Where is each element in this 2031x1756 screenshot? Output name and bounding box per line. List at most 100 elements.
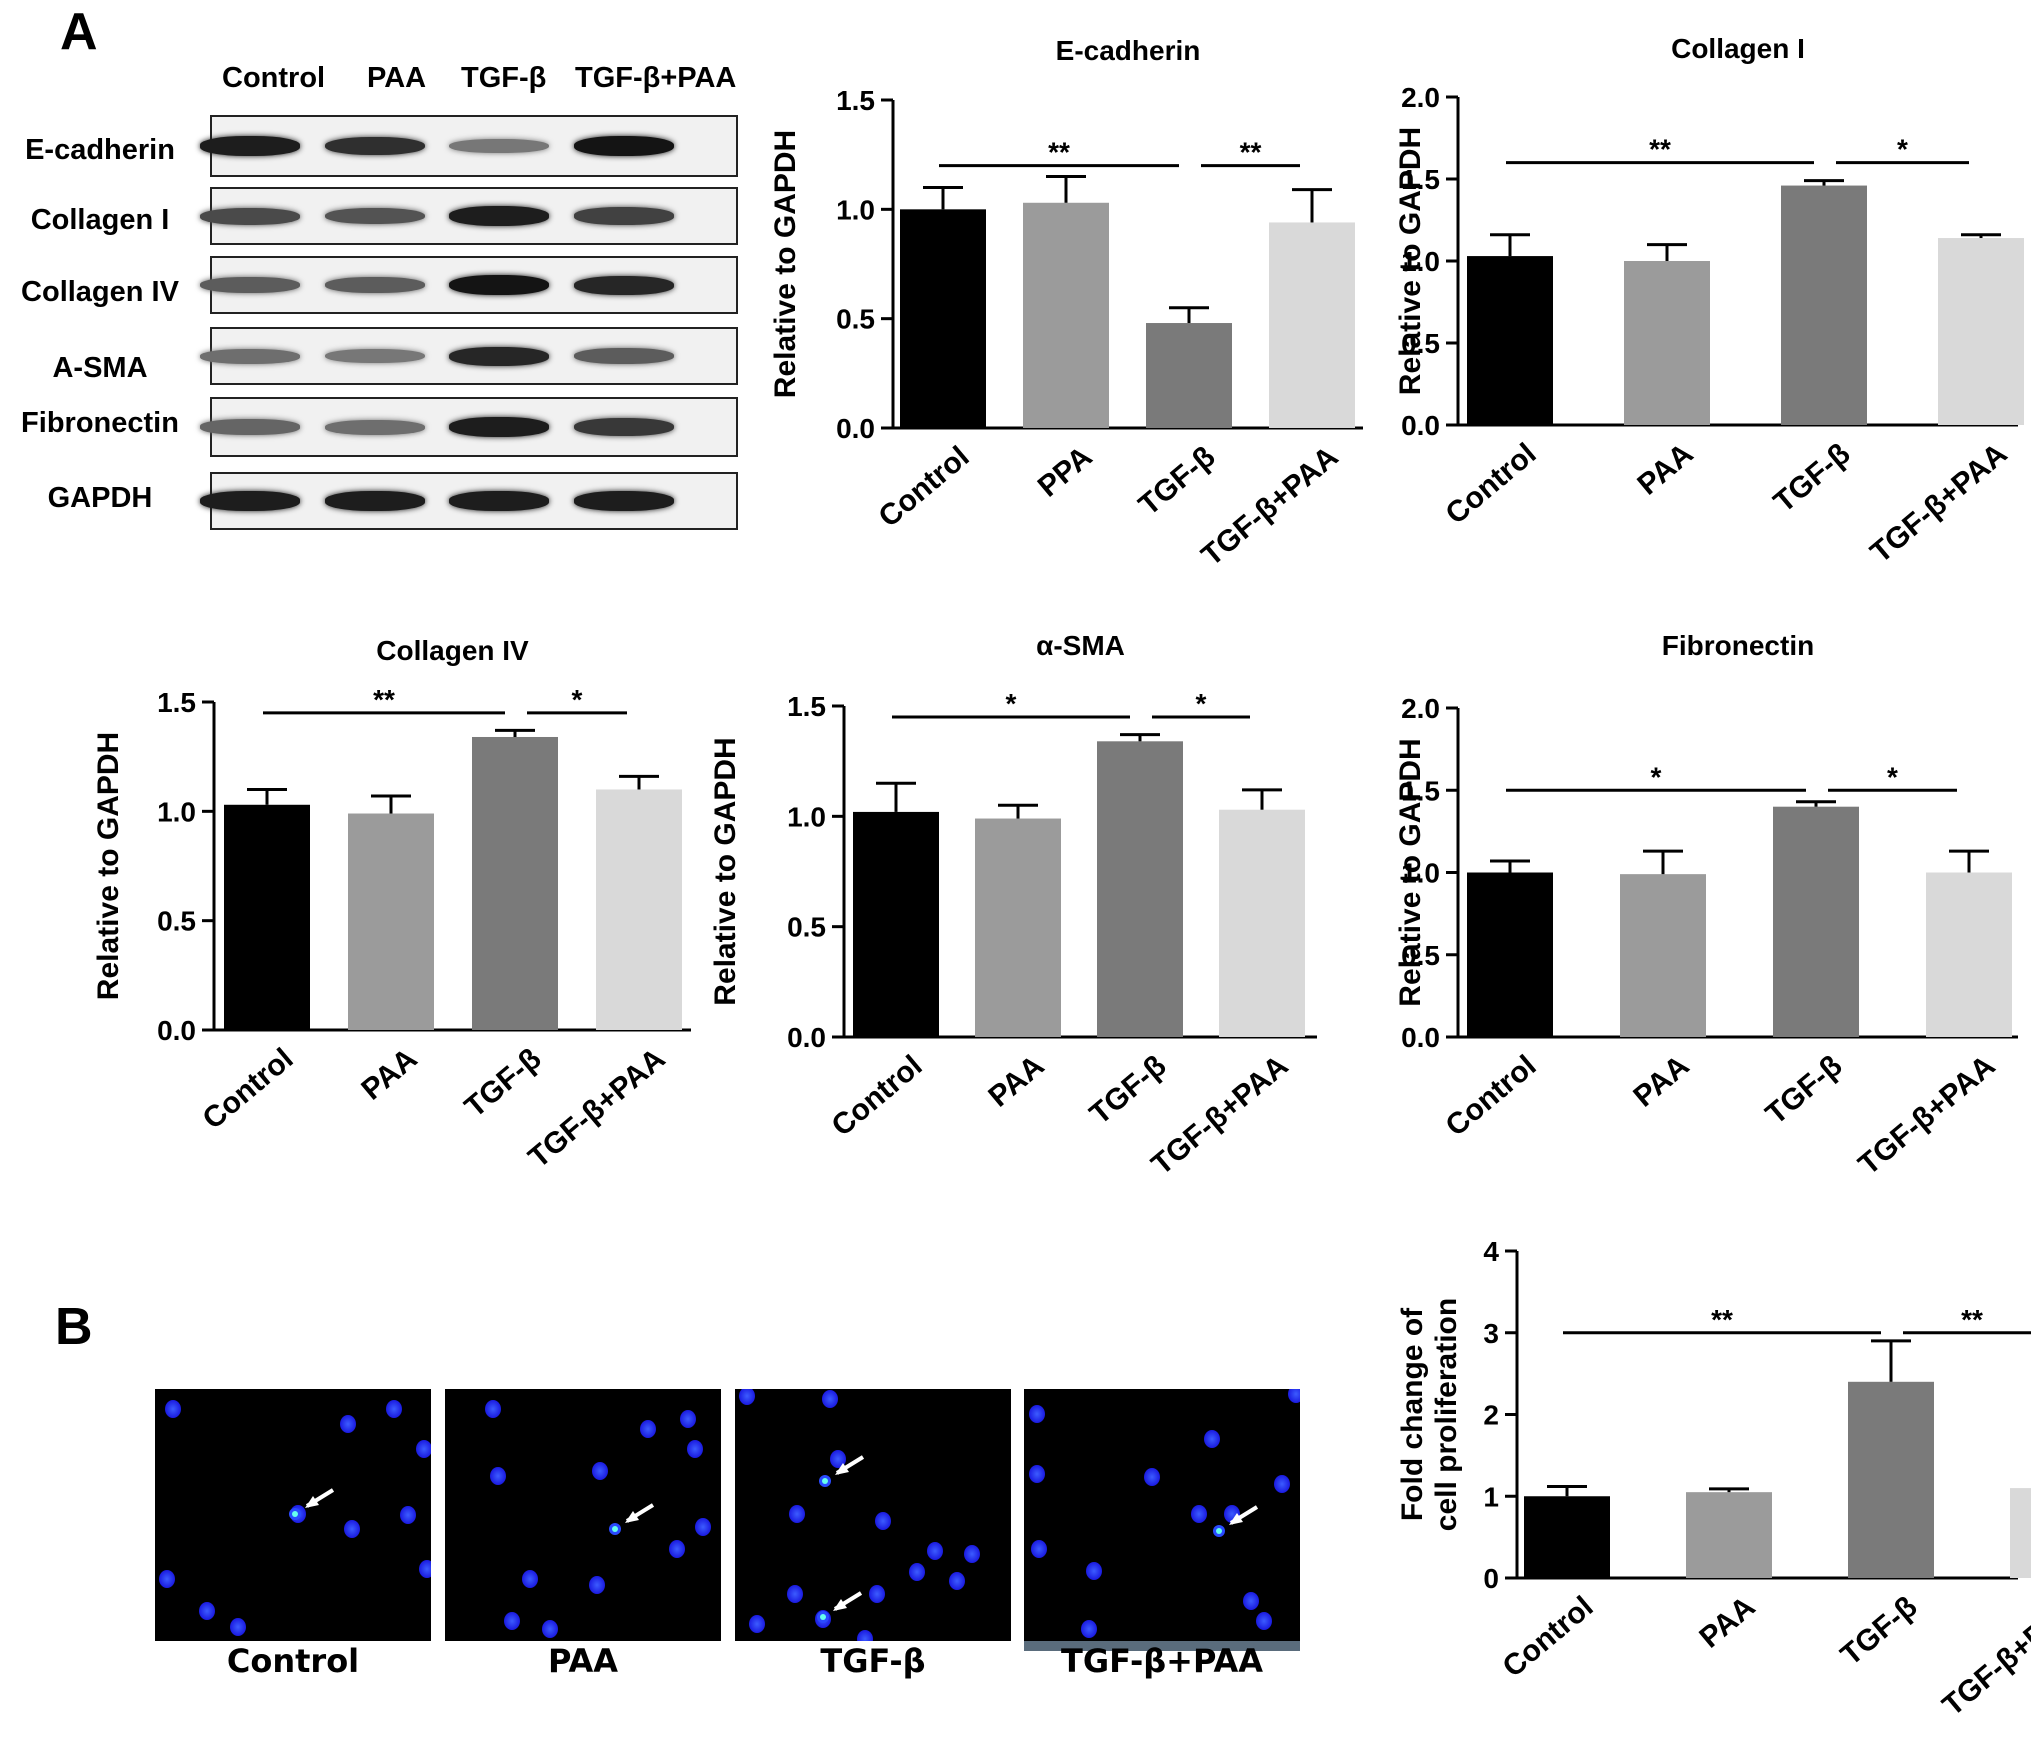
blot-band [325,277,425,293]
y-axis-label: Relative to GAPDH [769,130,802,398]
micrograph [445,1389,721,1641]
blot-column-label: TGF-β+PAA [575,62,737,94]
y-tick-label: 3 [1483,1318,1499,1349]
x-tick-label: TGF-β+PAA [1864,437,2013,570]
blot-column-label: PAA [367,62,427,94]
nucleus [199,1602,215,1620]
blot-row-label: Fibronectin [21,407,179,439]
significance-label: ** [1048,137,1070,168]
nucleus [787,1585,803,1603]
nucleus [1029,1465,1045,1483]
nucleus [680,1410,696,1428]
x-tick-label: PAA [1627,1049,1695,1114]
nucleus [344,1520,360,1538]
bar [1023,202,1109,428]
micrograph [155,1389,431,1641]
y-tick-label: 0.0 [1401,410,1440,441]
nucleus [1274,1475,1290,1493]
nucleus [504,1612,520,1630]
nucleus [789,1505,805,1523]
bar [1773,806,1859,1037]
chart-title: E-cadherin [1056,35,1201,66]
y-tick-label: 1.5 [1401,775,1440,806]
y-tick-label: 1.5 [1401,164,1440,195]
blot-band [200,136,300,156]
x-tick-label: PAA [355,1042,423,1107]
bar [1467,256,1553,425]
bar-chart: α-SMA 0.0 0.5 1.0 1.5 Relative to GAPDH Contro… [709,630,1317,1182]
y-tick-label: 0.0 [1401,1022,1440,1053]
nucleus [640,1420,656,1438]
nucleus [340,1415,356,1433]
nucleus [592,1462,608,1480]
bar [596,789,682,1030]
y-tick-label: 1.0 [836,194,875,225]
blot-band [449,275,549,295]
nucleus [695,1518,711,1536]
y-axis-label: cell proliferation [1430,1298,1463,1531]
significance-label: ** [1711,1304,1733,1335]
bar [2010,1488,2031,1578]
nucleus [687,1440,703,1458]
y-tick-label: 0.5 [1401,328,1440,359]
y-tick-label: 0.0 [157,1015,196,1046]
significance-label: ** [1649,134,1671,165]
x-tick-label: PPA [1032,440,1099,504]
nucleus [869,1585,885,1603]
nucleus [927,1542,943,1560]
significance-label: * [1651,761,1662,792]
nucleus [1243,1592,1259,1610]
blot-band [574,275,674,295]
x-tick-label: TGF-β [1768,437,1857,519]
y-tick-label: 1.0 [1401,858,1440,889]
nucleus [749,1615,765,1633]
y-tick-label: 0.5 [1401,940,1440,971]
nucleus [822,1390,838,1408]
blot-band [325,136,425,156]
nucleus [1204,1430,1220,1448]
blot-band [325,491,425,511]
nucleus [1086,1562,1102,1580]
y-axis-label: Relative to GAPDH [1394,127,1427,395]
nucleus [386,1400,402,1418]
significance-label: ** [373,684,395,715]
micrograph [735,1389,1011,1641]
x-tick-label: PAA [1693,1590,1761,1655]
blot-strip [200,472,738,530]
arrow-icon [305,1488,335,1508]
blot-band [200,277,300,293]
bar [900,209,986,428]
x-tick-label: PAA [982,1049,1050,1114]
blot-row-label: GAPDH [47,482,153,514]
x-tick-label: Control [1440,437,1543,531]
significance-label: * [1196,688,1207,719]
blot-strip [200,397,738,457]
bar [1097,741,1183,1037]
bar [1848,1381,1934,1578]
nucleus [964,1545,980,1563]
x-tick-label: Control [873,440,976,534]
y-tick-label: 1 [1483,1481,1499,1512]
blot-band [449,417,549,437]
blot-band [200,491,300,511]
nucleus [875,1512,891,1530]
nucleus [949,1572,965,1590]
bar [1938,238,2024,425]
chart-title: Collagen IV [376,635,529,666]
nucleus [1144,1468,1160,1486]
nucleus [1081,1620,1097,1638]
blot-row-label: Collagen IV [21,276,179,308]
blot-band [449,346,549,366]
bar [1524,1496,1610,1578]
y-tick-label: 2.0 [1401,82,1440,113]
blot-band [200,348,300,364]
blot-band [325,348,425,364]
y-axis-label: Relative to GAPDH [709,737,742,1005]
nucleus [400,1506,416,1524]
nucleus [230,1618,246,1636]
blot-row-label: E-cadherin [25,134,175,166]
blot-column-label: Control [222,62,326,94]
nucleus [909,1563,925,1581]
significance-label: ** [1240,137,1262,168]
